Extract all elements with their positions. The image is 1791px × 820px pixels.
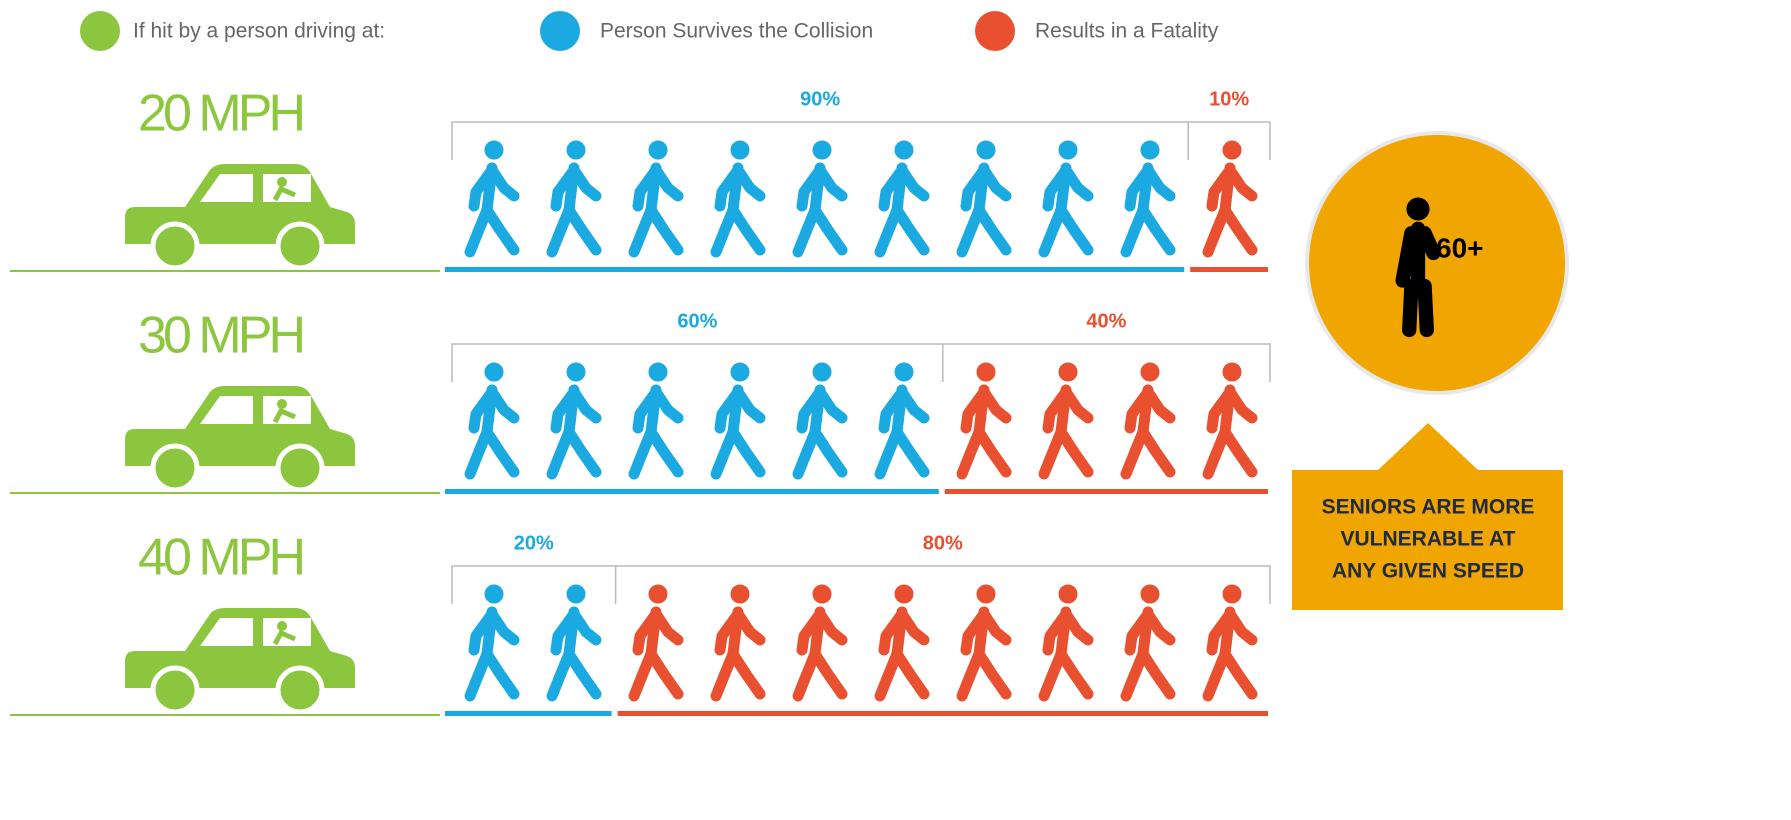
fatality-figure (634, 585, 678, 696)
survivor-figure (880, 141, 924, 252)
rows: 20 MPH 90% 10% 30 MPH 60% 40% 40 MPH 20% 80% (10, 85, 1270, 716)
survivor-figure (1044, 141, 1088, 252)
survive-percent: 20% (514, 532, 554, 554)
survivor-figure (962, 141, 1006, 252)
fatality-bar (1190, 267, 1268, 272)
fatality-percent: 80% (923, 532, 963, 554)
speed-label: 20 MPH (138, 85, 306, 143)
callout-text: ANY GIVEN SPEED (1332, 560, 1524, 583)
survivor-figure (880, 363, 924, 474)
survive-bar (445, 267, 1184, 272)
fatality-figure (1126, 585, 1170, 696)
fatality-bar (945, 489, 1268, 494)
fatality-figure (1044, 363, 1088, 474)
legend-label: If hit by a person driving at: (133, 20, 385, 43)
legend-swatch (975, 11, 1015, 51)
legend-label: Person Survives the Collision (600, 20, 873, 43)
badge-label: 60+ (1436, 232, 1484, 263)
row: 20 MPH 90% 10% (10, 85, 1270, 272)
car (125, 164, 355, 268)
survivor-figure (552, 585, 596, 696)
speed-label: 40 MPH (138, 529, 306, 587)
car (125, 608, 355, 712)
survivor-figure (470, 141, 514, 252)
legend-label: Results in a Fatality (1035, 20, 1219, 43)
row: 30 MPH 60% 40% (10, 307, 1270, 494)
survive-bar (445, 711, 612, 716)
callout-text: SENIORS ARE MORE (1322, 496, 1535, 519)
survivor-figure (470, 585, 514, 696)
survive-bar (445, 489, 939, 494)
survivor-figure (716, 141, 760, 252)
survive-percent: 90% (800, 88, 840, 110)
callout: 60+ SENIORS ARE MORE VULNERABLE AT ANY GIV… (1292, 133, 1567, 610)
fatality-figure (1044, 585, 1088, 696)
fatality-figure (1208, 363, 1252, 474)
survive-percent: 60% (677, 310, 717, 332)
fatality-bar (618, 711, 1268, 716)
fatality-figure (962, 585, 1006, 696)
row: 40 MPH 20% 80% (10, 529, 1270, 716)
survivor-figure (1126, 141, 1170, 252)
legend-swatch (80, 11, 120, 51)
fatality-figure (1126, 363, 1170, 474)
car (125, 386, 355, 490)
survivor-figure (552, 363, 596, 474)
infographic: If hit by a person driving at: Person Su… (0, 0, 1791, 820)
fatality-percent: 40% (1086, 310, 1126, 332)
survivor-figure (798, 141, 842, 252)
survivor-figure (716, 363, 760, 474)
speed-label: 30 MPH (138, 307, 306, 365)
fatality-figure (880, 585, 924, 696)
callout-text: VULNERABLE AT (1341, 528, 1516, 551)
fatality-percent: 10% (1209, 88, 1249, 110)
fatality-figure (962, 363, 1006, 474)
survivor-figure (552, 141, 596, 252)
fatality-figure (1208, 141, 1252, 252)
legend: If hit by a person driving at: Person Su… (80, 11, 1219, 51)
fatality-figure (716, 585, 760, 696)
fatality-figure (798, 585, 842, 696)
survivor-figure (634, 141, 678, 252)
survivor-figure (798, 363, 842, 474)
survivor-figure (634, 363, 678, 474)
fatality-figure (1208, 585, 1252, 696)
legend-swatch (540, 11, 580, 51)
survivor-figure (470, 363, 514, 474)
